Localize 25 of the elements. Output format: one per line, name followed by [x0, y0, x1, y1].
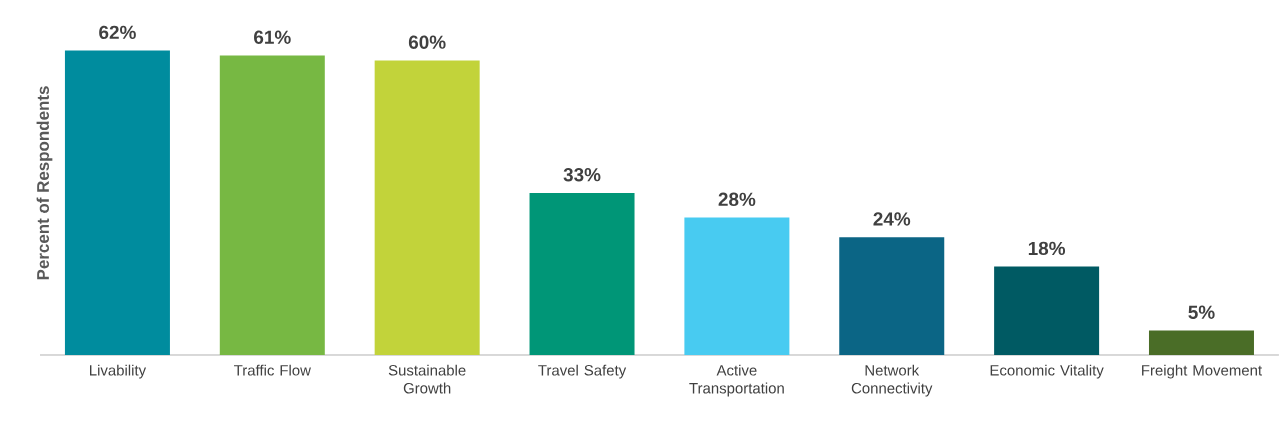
bar	[64, 50, 170, 355]
bar	[529, 192, 635, 355]
data-label: 24%	[873, 212, 911, 226]
bar	[994, 266, 1100, 355]
x-tick-label: Sustainable Growth	[388, 364, 466, 394]
x-tick-label: Travel Safety	[538, 364, 627, 379]
bar	[839, 237, 945, 355]
data-label: 5%	[1188, 305, 1215, 319]
data-label: 18%	[1028, 241, 1066, 256]
x-tick-label: Network Connectivity	[851, 364, 933, 397]
bar	[219, 55, 325, 355]
data-label: 60%	[408, 35, 446, 49]
y-axis-title: Percent of Respondents	[36, 86, 53, 280]
data-label: 33%	[563, 168, 601, 182]
bar	[374, 60, 480, 355]
x-tick-label: Freight Movement	[1142, 364, 1262, 379]
x-tick-label: Economic Vitality	[990, 364, 1104, 379]
data-label: 62%	[99, 25, 136, 40]
x-tick-label: Livability	[90, 364, 147, 379]
x-tick-label: Traffic Flow	[234, 364, 311, 376]
x-tick-label: Active Transportation	[689, 364, 784, 397]
bar	[684, 217, 790, 355]
data-label: 28%	[718, 192, 756, 206]
data-label: 61%	[254, 30, 291, 44]
bar	[1148, 330, 1254, 355]
